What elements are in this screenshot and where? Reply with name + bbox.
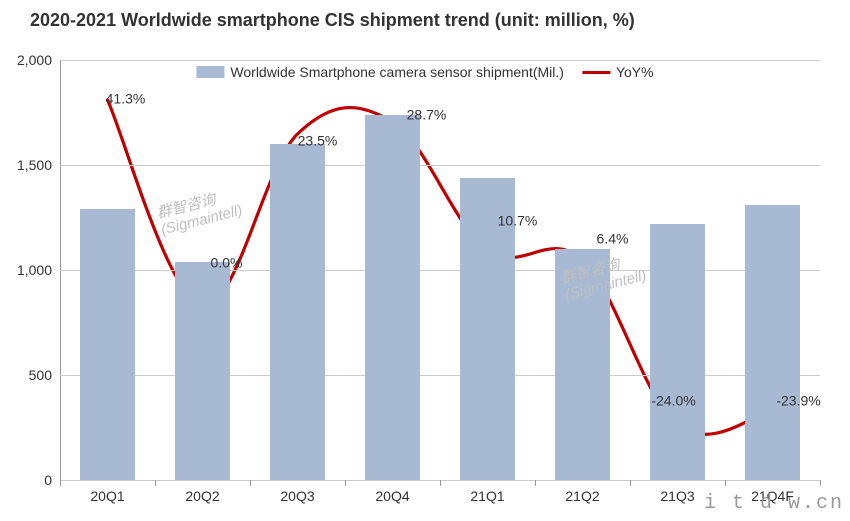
legend-label-bar: Worldwide Smartphone camera sensor shipm… xyxy=(230,64,564,80)
x-tick xyxy=(820,480,821,486)
x-tick-label: 21Q1 xyxy=(470,488,504,504)
x-tick-label: 20Q3 xyxy=(280,488,314,504)
legend-swatch-bar xyxy=(196,66,224,78)
x-tick xyxy=(440,480,441,486)
line-value-label: 10.7% xyxy=(498,212,538,228)
x-tick xyxy=(155,480,156,486)
line-value-label: 23.5% xyxy=(298,132,338,148)
x-tick-label: 20Q4 xyxy=(375,488,409,504)
line-value-label: 0.0% xyxy=(211,254,243,270)
y-tick-label: 1,500 xyxy=(17,157,52,173)
bar xyxy=(80,209,135,480)
legend-item-bar: Worldwide Smartphone camera sensor shipm… xyxy=(196,64,564,80)
line-value-label: -24.0% xyxy=(651,392,695,408)
bar xyxy=(555,249,610,480)
x-tick xyxy=(725,480,726,486)
line-value-label: 6.4% xyxy=(597,230,629,246)
footer-brand: i t d w.cn xyxy=(704,492,844,515)
bar xyxy=(650,224,705,480)
x-tick-label: 21Q2 xyxy=(565,488,599,504)
legend: Worldwide Smartphone camera sensor shipm… xyxy=(196,64,653,80)
x-tick xyxy=(250,480,251,486)
bar xyxy=(175,262,230,480)
legend-line-swatch xyxy=(582,71,610,74)
x-tick xyxy=(630,480,631,486)
x-tick-label: 20Q1 xyxy=(90,488,124,504)
line-value-label: -23.9% xyxy=(776,392,820,408)
bar xyxy=(745,205,800,480)
legend-label-line: YoY% xyxy=(616,64,654,80)
line-value-label: 41.3% xyxy=(106,90,146,106)
legend-item-line: YoY% xyxy=(582,64,654,80)
y-tick-label: 500 xyxy=(29,367,52,383)
bar xyxy=(365,115,420,480)
x-tick-label: 21Q3 xyxy=(660,488,694,504)
grid-line xyxy=(60,165,820,166)
y-tick-label: 2,000 xyxy=(17,52,52,68)
x-tick-label: 20Q2 xyxy=(185,488,219,504)
grid-line xyxy=(60,60,820,61)
x-tick xyxy=(345,480,346,486)
plot-area: 05001,0001,5002,00020Q120Q220Q320Q421Q12… xyxy=(60,60,820,480)
x-tick xyxy=(535,480,536,486)
y-tick-label: 0 xyxy=(44,472,52,488)
x-tick xyxy=(60,480,61,486)
chart-title: 2020-2021 Worldwide smartphone CIS shipm… xyxy=(30,10,635,31)
y-tick-label: 1,000 xyxy=(17,262,52,278)
line-value-label: 28.7% xyxy=(407,106,447,122)
bar xyxy=(270,144,325,480)
